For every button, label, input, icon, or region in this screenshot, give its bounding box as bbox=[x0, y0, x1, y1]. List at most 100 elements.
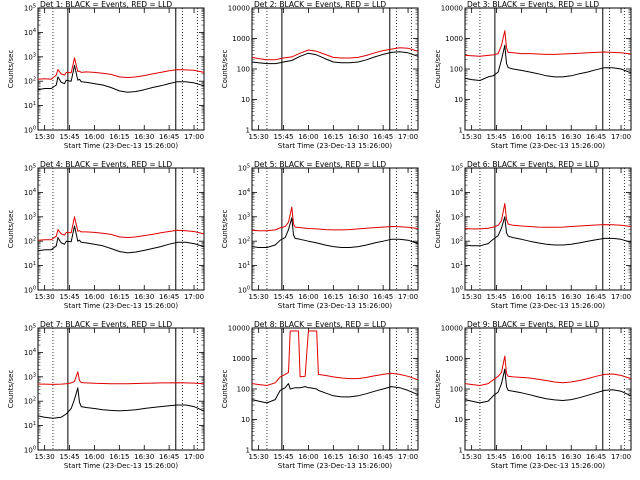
x-tick-label: 16:15 bbox=[323, 453, 343, 461]
y-tick-label: 103 bbox=[24, 372, 36, 381]
y-tick-label: 1 bbox=[246, 127, 250, 135]
x-tick-label: 15:45 bbox=[273, 293, 293, 301]
x-tick-label: 17:00 bbox=[611, 453, 631, 461]
x-tick-label: 16:45 bbox=[159, 293, 179, 301]
y-tick-label: 103 bbox=[238, 212, 250, 221]
x-tick-label: 16:30 bbox=[348, 453, 368, 461]
x-tick-label: 16:15 bbox=[323, 133, 343, 141]
x-tick-label: 15:30 bbox=[249, 453, 269, 461]
y-tick-label: 104 bbox=[24, 28, 36, 37]
x-tick-label: 15:30 bbox=[249, 133, 269, 141]
lld-series-line bbox=[464, 203, 632, 230]
y-axis-label: Counts/sec bbox=[7, 370, 15, 409]
x-axis-label: Start Time (23-Dec-13 15:26:00) bbox=[64, 142, 178, 150]
x-tick-label: 17:00 bbox=[184, 293, 204, 301]
x-tick-label: 15:30 bbox=[35, 293, 55, 301]
x-tick-label: 16:45 bbox=[586, 453, 606, 461]
x-tick-label: 16:00 bbox=[84, 133, 104, 141]
y-tick-label: 1000 bbox=[232, 355, 250, 363]
x-axis-label: Start Time (23-Dec-13 15:26:00) bbox=[64, 462, 178, 470]
x-tick-label: 17:00 bbox=[611, 293, 631, 301]
y-axis-label: Counts/sec bbox=[434, 50, 442, 89]
y-tick-label: 100 bbox=[238, 286, 250, 295]
events-series-line bbox=[464, 368, 632, 404]
plot-frame bbox=[251, 167, 419, 291]
y-tick-label: 101 bbox=[451, 261, 463, 270]
y-axis-label: Counts/sec bbox=[7, 50, 15, 89]
chart-title: Det 9: BLACK = Events, RED = LLD bbox=[467, 320, 599, 329]
lld-series-line bbox=[464, 30, 632, 57]
y-tick-label: 104 bbox=[24, 348, 36, 357]
y-tick-label: 104 bbox=[451, 188, 463, 197]
x-tick-label: 16:00 bbox=[511, 293, 531, 301]
chart-title: Det 1: BLACK = Events, RED = LLD bbox=[40, 0, 172, 9]
y-tick-label: 10000 bbox=[228, 5, 250, 13]
x-tick-label: 17:00 bbox=[184, 453, 204, 461]
y-tick-label: 104 bbox=[24, 188, 36, 197]
y-tick-label: 10 bbox=[454, 416, 463, 424]
events-series-line bbox=[464, 44, 632, 81]
lld-series-line bbox=[251, 330, 419, 386]
chart-det-3: Det 3: BLACK = Events, RED = LLD 1 10 100 10… bbox=[434, 0, 632, 150]
lld-series-line bbox=[251, 47, 419, 61]
x-tick-label: 16:15 bbox=[109, 133, 129, 141]
x-tick-label: 17:00 bbox=[398, 293, 418, 301]
x-tick-label: 16:30 bbox=[134, 133, 154, 141]
y-tick-label: 100 bbox=[24, 126, 36, 135]
x-tick-label: 15:30 bbox=[462, 133, 482, 141]
x-tick-label: 16:30 bbox=[561, 133, 581, 141]
y-tick-label: 102 bbox=[24, 77, 36, 86]
y-tick-label: 102 bbox=[24, 237, 36, 246]
y-tick-label: 100 bbox=[24, 446, 36, 455]
chart-det-4: Det 4: BLACK = Events, RED = LLD 100 101 10… bbox=[7, 160, 205, 310]
plot-frame bbox=[251, 7, 419, 131]
chart-title: Det 3: BLACK = Events, RED = LLD bbox=[467, 0, 599, 9]
x-tick-label: 16:00 bbox=[511, 453, 531, 461]
x-tick-label: 16:00 bbox=[298, 453, 318, 461]
chart-det-2: Det 2: BLACK = Events, RED = LLD 1 10 100 10… bbox=[221, 0, 419, 150]
y-tick-label: 105 bbox=[24, 4, 36, 13]
y-tick-label: 102 bbox=[451, 237, 463, 246]
x-tick-label: 15:45 bbox=[486, 453, 506, 461]
lld-series-line bbox=[38, 371, 205, 385]
y-tick-label: 1000 bbox=[232, 35, 250, 43]
x-tick-label: 16:30 bbox=[561, 453, 581, 461]
x-tick-label: 16:45 bbox=[373, 453, 393, 461]
chart-title: Det 4: BLACK = Events, RED = LLD bbox=[40, 160, 172, 169]
y-tick-label: 100 bbox=[450, 386, 463, 394]
x-tick-label: 16:15 bbox=[109, 453, 129, 461]
events-series-line bbox=[251, 217, 419, 248]
y-axis-label: Counts/sec bbox=[221, 50, 229, 89]
x-tick-label: 16:45 bbox=[586, 293, 606, 301]
x-tick-label: 16:00 bbox=[84, 453, 104, 461]
y-tick-label: 104 bbox=[238, 188, 250, 197]
x-tick-label: 17:00 bbox=[398, 133, 418, 141]
plot-frame bbox=[37, 167, 205, 291]
x-tick-label: 16:15 bbox=[109, 293, 129, 301]
chart-title: Det 8: BLACK = Events, RED = LLD bbox=[254, 320, 386, 329]
lld-series-line bbox=[464, 355, 632, 386]
x-axis-label: Start Time (23-Dec-13 15:26:00) bbox=[278, 302, 392, 310]
x-tick-label: 16:15 bbox=[536, 293, 556, 301]
chart-title: Det 7: BLACK = Events, RED = LLD bbox=[40, 320, 172, 329]
x-tick-label: 16:45 bbox=[159, 133, 179, 141]
x-tick-label: 16:45 bbox=[586, 133, 606, 141]
events-series-line bbox=[251, 383, 419, 404]
y-tick-label: 105 bbox=[238, 164, 250, 173]
chart-det-6: Det 6: BLACK = Events, RED = LLD 100 101 10… bbox=[434, 160, 632, 310]
chart-title: Det 5: BLACK = Events, RED = LLD bbox=[254, 160, 386, 169]
x-tick-label: 16:45 bbox=[373, 133, 393, 141]
x-tick-label: 16:15 bbox=[323, 293, 343, 301]
x-tick-label: 15:30 bbox=[35, 453, 55, 461]
y-tick-label: 100 bbox=[24, 286, 36, 295]
x-axis-label: Start Time (23-Dec-13 15:26:00) bbox=[491, 142, 605, 150]
x-tick-label: 15:45 bbox=[59, 133, 79, 141]
x-tick-label: 15:30 bbox=[462, 453, 482, 461]
events-series-line bbox=[464, 216, 632, 247]
y-tick-label: 101 bbox=[24, 421, 36, 430]
y-tick-label: 101 bbox=[238, 261, 250, 270]
x-tick-label: 16:30 bbox=[134, 453, 154, 461]
y-tick-label: 102 bbox=[24, 397, 36, 406]
chart-det-9: Det 9: BLACK = Events, RED = LLD 1 10 100 10… bbox=[434, 320, 632, 470]
x-axis-label: Start Time (23-Dec-13 15:26:00) bbox=[278, 462, 392, 470]
